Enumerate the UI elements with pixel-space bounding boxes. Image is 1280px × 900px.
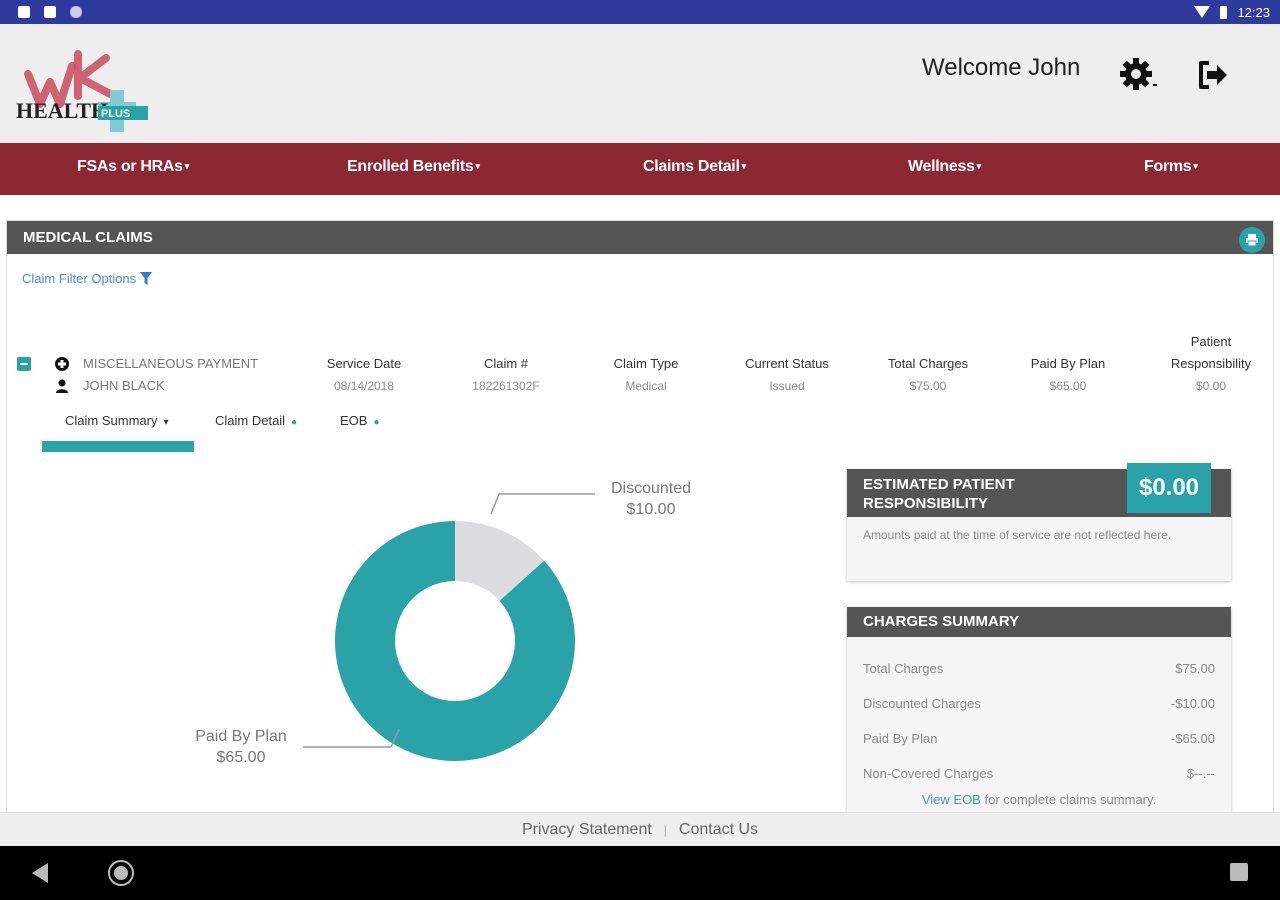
status-time: 12:23 xyxy=(1237,4,1270,20)
panel-header: MEDICAL CLAIMS xyxy=(7,221,1273,254)
col-total-charges: Total Charges $75.00 xyxy=(887,356,969,393)
claim-tabs: Claim Summary ▾ Claim Detail ● EOB ● xyxy=(42,411,442,456)
nav-claims-detail[interactable]: Claims Detail ▾ xyxy=(643,158,747,175)
app-header: HEALTH PLUS Welcome John xyxy=(0,24,1280,143)
tab-claim-summary[interactable]: Claim Summary ▾ xyxy=(65,413,169,428)
col-claim-number: Claim # 182261302F xyxy=(472,356,540,393)
charges-row-non-covered: Non-Covered Charges $--.-- xyxy=(863,766,1215,781)
claim-summary-donut-chart: Discounted $10.00 Paid By Plan $65.00 xyxy=(195,480,691,766)
contact-us-link[interactable]: Contact Us xyxy=(678,820,759,838)
svg-text:HEALTH: HEALTH xyxy=(16,98,108,123)
claim-filter-options[interactable]: Claim Filter Options xyxy=(22,271,153,286)
recent-apps-icon[interactable] xyxy=(1230,863,1248,881)
logout-icon[interactable] xyxy=(1195,57,1231,93)
chevron-down-icon: ▾ xyxy=(976,161,982,172)
chevron-down-icon: ▾ xyxy=(741,161,747,172)
print-button[interactable] xyxy=(1239,226,1265,253)
col-paid-by-plan: Paid By Plan $65.00 xyxy=(1030,356,1106,393)
svg-text:PLUS: PLUS xyxy=(101,108,130,120)
user-icon xyxy=(56,379,68,393)
footer: Privacy Statement | Contact Us xyxy=(0,812,1280,846)
discounted-label: Discounted xyxy=(611,480,691,497)
dot-icon: ● xyxy=(291,417,298,428)
dot-icon: ● xyxy=(373,417,380,428)
welcome-text: Welcome John xyxy=(922,54,1081,81)
gear-icon[interactable] xyxy=(1118,54,1158,94)
active-tab-indicator xyxy=(42,441,194,452)
medical-claims-panel: MEDICAL CLAIMS Claim Filter Options xyxy=(6,220,1274,817)
battery-icon xyxy=(1220,5,1228,19)
wifi-icon xyxy=(1194,6,1211,18)
notification-icon xyxy=(18,6,30,18)
charges-summary-card: CHARGES SUMMARY Total Charges $75.00 Disc… xyxy=(847,607,1231,817)
col-claim-type: Claim Type Medical xyxy=(613,356,679,393)
charges-row-total: Total Charges $75.00 xyxy=(863,661,1215,676)
print-icon xyxy=(1246,233,1258,246)
status-bar: 12:23 xyxy=(0,0,1280,24)
chevron-down-icon: ▾ xyxy=(475,161,480,172)
home-icon[interactable] xyxy=(108,860,134,886)
collapse-claim-button[interactable] xyxy=(17,357,31,371)
charges-row-discounted: Discounted Charges -$10.00 xyxy=(863,696,1215,711)
wk-healthplus-logo[interactable]: HEALTH PLUS xyxy=(14,46,154,136)
donut-slice-discounted xyxy=(455,521,545,601)
medical-cross-icon xyxy=(55,357,69,371)
filter-icon[interactable] xyxy=(140,271,153,286)
estimated-responsibility-card: ESTIMATED PATIENT RESPONSIBILITY $0.00 A… xyxy=(847,463,1231,581)
chevron-down-icon: ▾ xyxy=(184,161,190,172)
main-nav: FSAs or HRAs ▾ Enrolled Benefits ▾ Claims … xyxy=(0,143,1280,195)
claim-row: MISCELLANEOUS PAYMENT JOHN BLACK Service… xyxy=(17,329,1267,399)
chevron-down-icon: ▾ xyxy=(163,417,169,428)
paid-leader-line xyxy=(390,728,400,748)
estimated-note: Amounts paid at the time of service are … xyxy=(863,528,1172,542)
nav-forms[interactable]: Forms ▾ xyxy=(1144,158,1198,175)
discounted-leader-line xyxy=(490,493,500,515)
back-icon[interactable] xyxy=(32,863,48,883)
nav-enrolled-benefits[interactable]: Enrolled Benefits ▾ xyxy=(347,158,480,175)
discounted-value: $10.00 xyxy=(627,501,676,518)
sd-card-icon xyxy=(44,6,56,18)
claim-patient: JOHN BLACK xyxy=(83,378,165,393)
chevron-down-icon: ▾ xyxy=(1193,161,1198,172)
paid-by-plan-value: $65.00 xyxy=(217,749,266,766)
donut-slice-paid-by-plan xyxy=(335,521,575,761)
col-service-date: Service Date 08/14/2018 xyxy=(326,356,402,393)
panel-title: MEDICAL CLAIMS xyxy=(23,229,153,246)
col-patient-responsibility: Patient Responsibility $0.00 xyxy=(1170,334,1252,393)
nav-wellness[interactable]: Wellness ▾ xyxy=(908,158,982,175)
footer-separator: | xyxy=(663,822,667,837)
paid-by-plan-label: Paid By Plan xyxy=(195,728,287,745)
nav-fsas-hras[interactable]: FSAs or HRAs ▾ xyxy=(77,158,190,175)
claim-identity: MISCELLANEOUS PAYMENT JOHN BLACK xyxy=(55,353,258,397)
view-eob-note: View EOB for complete claims summary. xyxy=(921,792,1157,807)
tab-eob[interactable]: EOB ● xyxy=(340,413,380,428)
charges-summary-title: CHARGES SUMMARY xyxy=(847,607,1231,637)
sync-icon xyxy=(70,6,82,18)
view-eob-link[interactable]: View EOB xyxy=(921,792,981,807)
charges-row-paid-by-plan: Paid By Plan -$65.00 xyxy=(863,731,1215,746)
claim-type-name: MISCELLANEOUS PAYMENT xyxy=(83,356,259,371)
claim-filter-label[interactable]: Claim Filter Options xyxy=(22,271,137,286)
privacy-statement-link[interactable]: Privacy Statement xyxy=(521,820,652,838)
col-current-status: Current Status Issued xyxy=(745,356,829,393)
tab-claim-detail[interactable]: Claim Detail ● xyxy=(215,413,298,428)
estimated-amount: $0.00 xyxy=(1127,463,1211,513)
android-nav-bar xyxy=(0,846,1280,900)
